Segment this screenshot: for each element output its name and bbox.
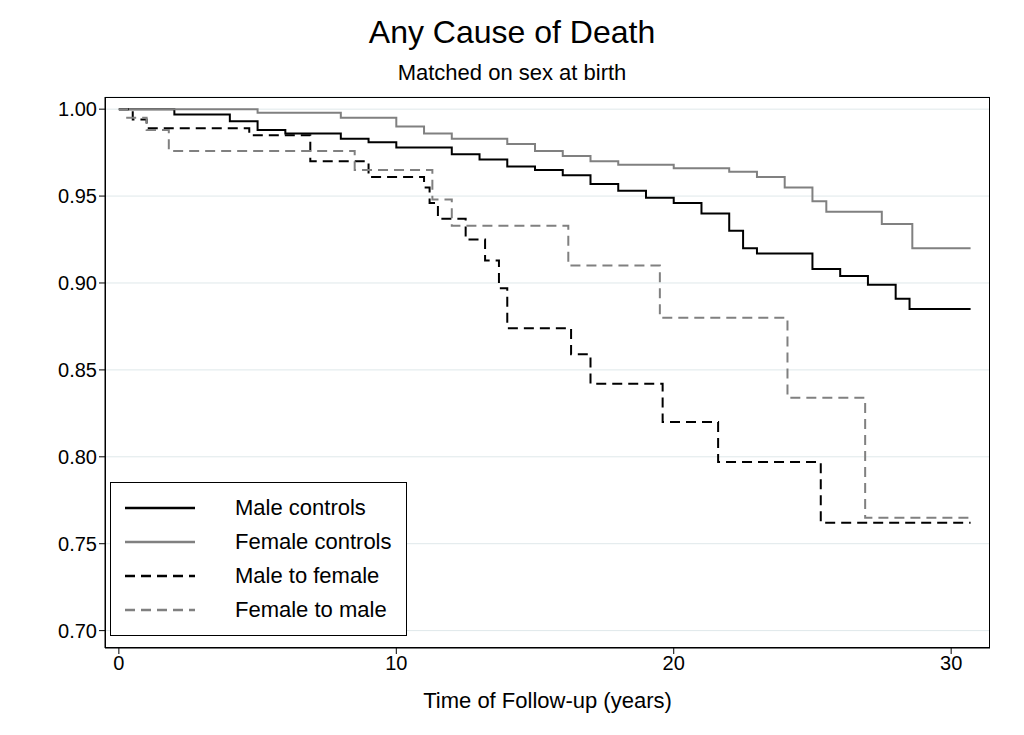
svg-text:0.80: 0.80 bbox=[58, 446, 97, 468]
html-text:Time of Follow-up (years): Time of Follow-up (years) bbox=[423, 688, 672, 713]
html-text:Male controls: Male controls bbox=[235, 495, 366, 520]
svg-text:0.75: 0.75 bbox=[58, 533, 97, 555]
svg-text:0.70: 0.70 bbox=[58, 620, 97, 642]
svg-text:20: 20 bbox=[663, 652, 685, 674]
html-text:Matched on sex at birth: Matched on sex at birth bbox=[397, 60, 627, 85]
svg-text:10: 10 bbox=[385, 652, 407, 674]
svg-text:1.00: 1.00 bbox=[58, 98, 97, 120]
svg-text:30: 30 bbox=[940, 652, 962, 674]
svg-text:0.85: 0.85 bbox=[58, 359, 97, 381]
svg-text:0.90: 0.90 bbox=[58, 272, 97, 294]
html-text:Any Cause of Death: Any Cause of Death bbox=[368, 14, 656, 50]
html-text:Female controls: Female controls bbox=[235, 529, 392, 554]
html-text:Male to female: Male to female bbox=[235, 563, 380, 588]
html-text:Female to male: Female to male bbox=[235, 597, 387, 622]
svg-text:0.95: 0.95 bbox=[58, 185, 97, 207]
svg-text:0: 0 bbox=[113, 652, 124, 674]
